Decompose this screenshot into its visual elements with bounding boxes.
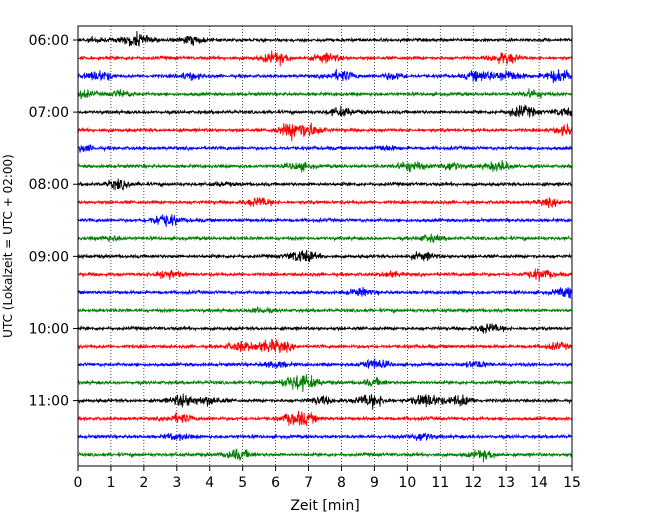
x-tick-label: 4 bbox=[205, 475, 214, 491]
seismic-trace bbox=[77, 214, 573, 228]
x-tick-label: 13 bbox=[497, 475, 515, 491]
x-tick-label: 9 bbox=[370, 475, 379, 491]
x-axis-ticks: 0 1 2 3 4 5 6 7 8 9 10 11 12 13 14 15 bbox=[74, 466, 581, 491]
y-tick-label: 10:00 bbox=[29, 321, 69, 337]
seismic-trace bbox=[77, 393, 573, 410]
seismic-trace bbox=[77, 358, 573, 369]
seismic-trace bbox=[77, 432, 573, 442]
y-axis-label: UTC (Lokalzeit = UTC + 02:00) bbox=[1, 154, 15, 338]
seismic-trace bbox=[77, 448, 573, 463]
x-tick-label: 2 bbox=[139, 475, 148, 491]
x-tick-label: 7 bbox=[304, 475, 313, 491]
seismic-trace bbox=[77, 103, 573, 118]
x-tick-label: 15 bbox=[563, 475, 581, 491]
y-axis-ticks: 06:00 07:00 08:00 09:00 10:00 11:00 bbox=[29, 33, 78, 410]
x-tick-label: 1 bbox=[106, 475, 115, 491]
y-tick-label: 11:00 bbox=[29, 394, 69, 410]
x-tick-label: 5 bbox=[238, 475, 247, 491]
x-tick-label: 0 bbox=[74, 475, 83, 491]
seismic-trace bbox=[77, 268, 573, 282]
seismic-traces bbox=[77, 31, 573, 463]
seismic-trace bbox=[77, 122, 573, 142]
seismic-trace bbox=[77, 233, 573, 243]
seismic-trace bbox=[77, 338, 573, 354]
seismic-trace bbox=[77, 144, 573, 153]
seismic-trace bbox=[77, 287, 573, 299]
x-tick-label: 14 bbox=[530, 475, 548, 491]
seismic-trace bbox=[77, 410, 573, 426]
seismic-trace bbox=[77, 50, 573, 67]
x-tick-label: 11 bbox=[431, 475, 449, 491]
x-tick-label: 6 bbox=[271, 475, 280, 491]
seismic-trace bbox=[77, 68, 573, 84]
seismic-trace bbox=[77, 305, 573, 315]
seismic-trace bbox=[77, 159, 573, 173]
y-tick-label: 09:00 bbox=[29, 249, 69, 265]
plot-frame bbox=[77, 25, 573, 467]
x-tick-label: 8 bbox=[337, 475, 346, 491]
x-tick-label: 12 bbox=[464, 475, 482, 491]
y-tick-label: 08:00 bbox=[29, 177, 69, 193]
x-axis-label: Zeit [min] bbox=[290, 498, 359, 514]
x-tick-label: 3 bbox=[172, 475, 181, 491]
seismic-trace bbox=[77, 374, 573, 393]
seismic-trace bbox=[77, 178, 573, 191]
seismic-trace bbox=[77, 88, 573, 100]
y-tick-label: 07:00 bbox=[29, 105, 69, 121]
y-tick-label: 06:00 bbox=[29, 33, 69, 49]
seismic-trace bbox=[77, 196, 573, 209]
seismic-trace bbox=[77, 322, 573, 335]
seismic-trace bbox=[77, 249, 573, 262]
seismic-trace bbox=[77, 31, 573, 47]
x-tick-label: 10 bbox=[398, 475, 416, 491]
